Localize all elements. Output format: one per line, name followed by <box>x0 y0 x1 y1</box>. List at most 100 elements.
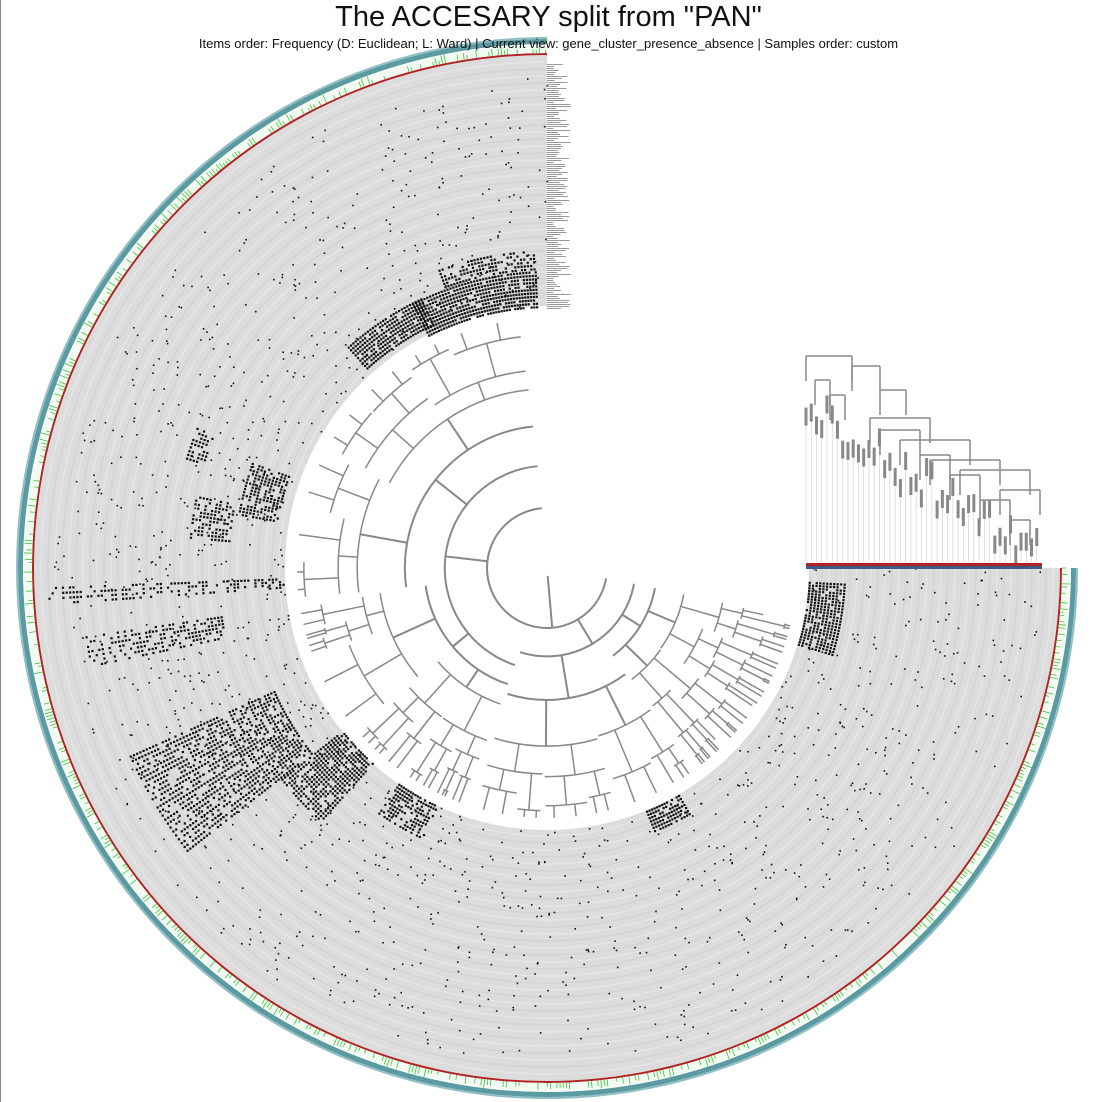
samples-dendrogram[interactable] <box>804 355 1042 569</box>
presence-cell <box>229 795 232 798</box>
presence-cell <box>222 652 225 654</box>
presence-cell <box>842 599 845 602</box>
gene-cluster-dendrogram[interactable] <box>297 322 791 818</box>
presence-cell <box>153 780 156 783</box>
presence-cell <box>323 313 326 316</box>
green-layer-tick <box>760 1036 765 1043</box>
presence-cell <box>434 315 437 319</box>
presence-cell <box>468 880 471 882</box>
green-layer-tick <box>69 358 76 362</box>
ring-separator <box>243 264 851 872</box>
presence-cell <box>197 526 201 529</box>
tree-branch <box>466 735 476 755</box>
presence-cell <box>489 855 492 858</box>
presence-cell <box>278 481 281 484</box>
presence-cell <box>279 491 282 494</box>
presence-cell <box>297 792 300 795</box>
presence-cell <box>769 980 772 983</box>
presence-cell <box>366 358 369 361</box>
presence-cell <box>247 475 250 478</box>
green-layer-tick <box>987 834 996 840</box>
presence-cell <box>430 298 433 301</box>
presence-cell <box>402 786 405 789</box>
presence-cell <box>228 800 231 804</box>
presence-cell <box>507 277 510 280</box>
presence-cell <box>706 940 709 943</box>
presence-cell <box>1008 679 1011 682</box>
presence-cell <box>421 314 424 317</box>
presence-cell <box>139 463 142 465</box>
presence-cell <box>734 1009 737 1011</box>
presence-cell <box>154 759 157 762</box>
presence-cell <box>822 617 825 620</box>
presence-cell <box>480 285 483 288</box>
tree-branch <box>390 392 410 414</box>
presence-cell <box>820 808 823 811</box>
presence-cell <box>327 741 331 744</box>
presence-cell <box>661 803 664 807</box>
presence-cell <box>214 780 217 783</box>
green-layer-tick <box>46 430 51 433</box>
presence-cell <box>384 318 387 321</box>
presence-cell <box>312 761 315 764</box>
presence-cell <box>780 696 782 699</box>
presence-cell <box>224 522 227 525</box>
presence-cell <box>202 592 205 595</box>
presence-cell <box>512 294 515 297</box>
presence-cell <box>161 294 164 297</box>
presence-cell <box>270 485 273 488</box>
presence-cell <box>316 771 319 774</box>
presence-cell <box>807 670 810 672</box>
presence-cell <box>256 196 258 198</box>
presence-cell <box>439 1046 441 1049</box>
presence-cell <box>94 635 97 638</box>
presence-cell <box>506 256 509 259</box>
presence-cell <box>875 647 877 650</box>
presence-cell <box>509 294 512 297</box>
presence-cell <box>335 750 338 753</box>
presence-cell <box>145 748 148 751</box>
presence-cell <box>365 353 369 356</box>
presence-cell <box>509 273 512 276</box>
presence-cell <box>191 769 195 772</box>
presence-cell <box>153 535 155 537</box>
presence-cell <box>693 829 695 832</box>
presence-cell <box>842 595 845 599</box>
presence-cell <box>679 809 683 813</box>
presence-cell <box>822 678 825 680</box>
presence-cell <box>237 627 239 629</box>
presence-cell <box>92 731 95 734</box>
presence-cell <box>649 876 651 879</box>
presence-cell <box>283 664 286 667</box>
tree-branch <box>720 705 744 725</box>
green-layer-tick <box>40 455 45 457</box>
presence-cell <box>738 785 741 787</box>
green-layer-tick <box>116 271 124 277</box>
presence-cell <box>471 260 473 262</box>
presence-cell <box>169 820 172 823</box>
presence-cell <box>250 708 253 711</box>
presence-cell <box>381 168 384 171</box>
presence-cell <box>63 555 65 558</box>
presence-cell <box>536 306 539 309</box>
presence-cell <box>269 519 272 522</box>
presence-cell <box>286 859 288 862</box>
presence-cell <box>159 752 162 755</box>
presence-cell <box>814 621 817 625</box>
presence-cell <box>329 804 332 807</box>
presence-cell <box>839 721 841 724</box>
presence-cell <box>176 374 179 376</box>
presence-cell <box>289 728 292 732</box>
presence-cell <box>138 570 141 573</box>
presence-cell <box>404 314 407 317</box>
presence-cell <box>327 746 330 749</box>
presence-cell <box>203 753 206 757</box>
presence-cell <box>174 735 177 738</box>
presence-cell <box>99 640 102 643</box>
presence-cell <box>294 372 296 374</box>
presence-cell <box>208 338 211 341</box>
presence-cell <box>132 757 134 759</box>
presence-cell <box>703 870 706 873</box>
green-layer-tick <box>1059 620 1065 623</box>
